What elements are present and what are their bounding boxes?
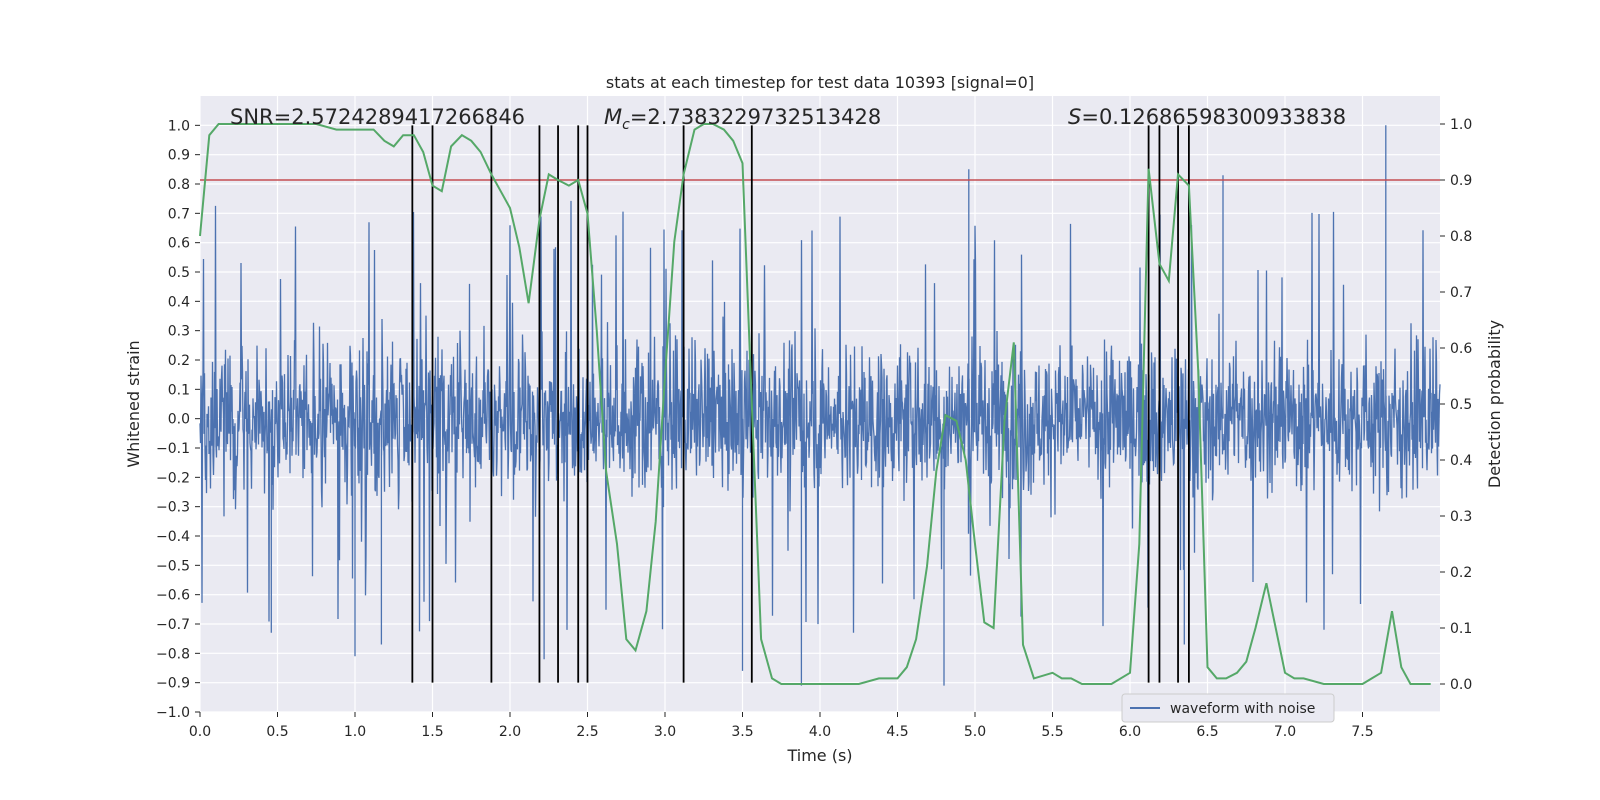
x-tick-label-3: 1.5 (421, 724, 443, 740)
y-left-tick-label-14: −0.4 (156, 529, 190, 545)
y-right-tick-label-10: 0.0 (1450, 677, 1472, 693)
x-tick-label-7: 3.5 (731, 724, 753, 740)
y-right-tick-label-3: 0.7 (1450, 285, 1472, 301)
snr-annotation: SNR=2.5724289417266846 (230, 105, 525, 129)
y-right-tick-label-9: 0.1 (1450, 621, 1472, 637)
x-tick-label-5: 2.5 (576, 724, 598, 740)
x-tick-label-0: 0.0 (189, 724, 211, 740)
y-left-tick-label-5: 0.5 (168, 265, 190, 281)
x-axis-label: Time (s) (786, 746, 852, 765)
y-left-tick-label-4: 0.6 (168, 236, 190, 252)
y-left-tick-label-6: 0.4 (168, 294, 190, 310)
probability-series (199, 123, 1431, 685)
x-tick-label-4: 2.0 (499, 724, 521, 740)
x-axis-ticks: 0.0 0.5 1.0 1.5 2.0 2.5 3.0 3.5 4.0 4.5 5.0 5.5 6.0 6… (189, 712, 1374, 740)
x-tick-label-10: 5.0 (964, 724, 986, 740)
y-left-tick-label-16: −0.6 (156, 588, 190, 604)
y-left-tick-label-18: −0.8 (156, 646, 190, 662)
legend-box (1121, 693, 1335, 723)
y-left-tick-label-11: −0.1 (156, 441, 190, 457)
y-left-tick-label-19: −0.9 (156, 676, 190, 692)
y-left-tick-label-10: 0.0 (168, 412, 190, 428)
mc-symbol: M (604, 105, 622, 129)
y-right-tick-label-1: 0.9 (1450, 173, 1472, 189)
y-right-tick-label-2: 0.8 (1450, 229, 1472, 245)
s-annotation: S=0.12686598300933838 (1068, 105, 1346, 129)
y-right-tick-label-0: 1.0 (1450, 117, 1472, 133)
y-right-tick-label-8: 0.2 (1450, 565, 1472, 581)
mc-value: =2.7383229732513428 (630, 105, 881, 129)
mc-annotation: Mc=2.7383229732513428 (604, 105, 881, 133)
legend: waveform with noise (1121, 693, 1335, 723)
y-left-tick-label-20: −1.0 (156, 705, 190, 721)
y-left-axis-label: Whitened strain (124, 340, 143, 467)
y-left-ticks: 1.0 0.9 0.8 0.7 0.6 0.5 0.4 0.3 0.2 0.1 0.0 −0.1 −0.… (156, 118, 200, 721)
legend-label-waveform: waveform with noise (1170, 701, 1315, 717)
y-right-axis-label: Detection probability (1485, 320, 1504, 488)
x-tick-label-6: 3.0 (654, 724, 676, 740)
y-left-tick-label-17: −0.7 (156, 617, 190, 633)
x-tick-label-8: 4.0 (809, 724, 831, 740)
y-left-tick-label-12: −0.2 (156, 470, 190, 486)
waveform-series (199, 125, 1441, 686)
mc-subscript: c (622, 117, 630, 133)
s-symbol: S (1068, 105, 1081, 129)
y-right-tick-label-7: 0.3 (1450, 509, 1472, 525)
x-tick-label-15: 7.5 (1351, 724, 1373, 740)
y-left-tick-label-15: −0.5 (156, 558, 190, 574)
y-left-tick-label-2: 0.8 (168, 177, 190, 193)
y-right-tick-label-4: 0.6 (1450, 341, 1472, 357)
s-value: =0.12686598300933838 (1081, 105, 1346, 129)
x-tick-label-14: 7.0 (1274, 724, 1296, 740)
y-left-tick-label-9: 0.1 (168, 382, 190, 398)
x-tick-label-2: 1.0 (344, 724, 366, 740)
y-left-tick-label-8: 0.2 (168, 353, 190, 369)
y-right-tick-label-6: 0.4 (1450, 453, 1472, 469)
waveform-path (199, 125, 1441, 686)
chart-title: stats at each timestep for test data 103… (606, 73, 1034, 92)
y-left-tick-label-7: 0.3 (168, 324, 190, 340)
x-tick-label-1: 0.5 (266, 724, 288, 740)
y-right-tick-label-5: 0.5 (1450, 397, 1472, 413)
y-left-tick-label-0: 1.0 (168, 118, 190, 134)
probability-line (199, 123, 1431, 685)
x-tick-label-9: 4.5 (886, 724, 908, 740)
x-tick-label-11: 5.5 (1041, 724, 1063, 740)
y-right-ticks: 1.0 0.9 0.8 0.7 0.6 0.5 0.4 0.3 0.2 0.1 0.0 (1440, 117, 1472, 693)
x-tick-label-13: 6.5 (1196, 724, 1218, 740)
y-left-tick-label-13: −0.3 (156, 500, 190, 516)
x-tick-label-12: 6.0 (1119, 724, 1141, 740)
vertical-lines (411, 125, 1190, 683)
y-left-tick-label-1: 0.9 (168, 148, 190, 164)
y-left-tick-label-3: 0.7 (168, 206, 190, 222)
